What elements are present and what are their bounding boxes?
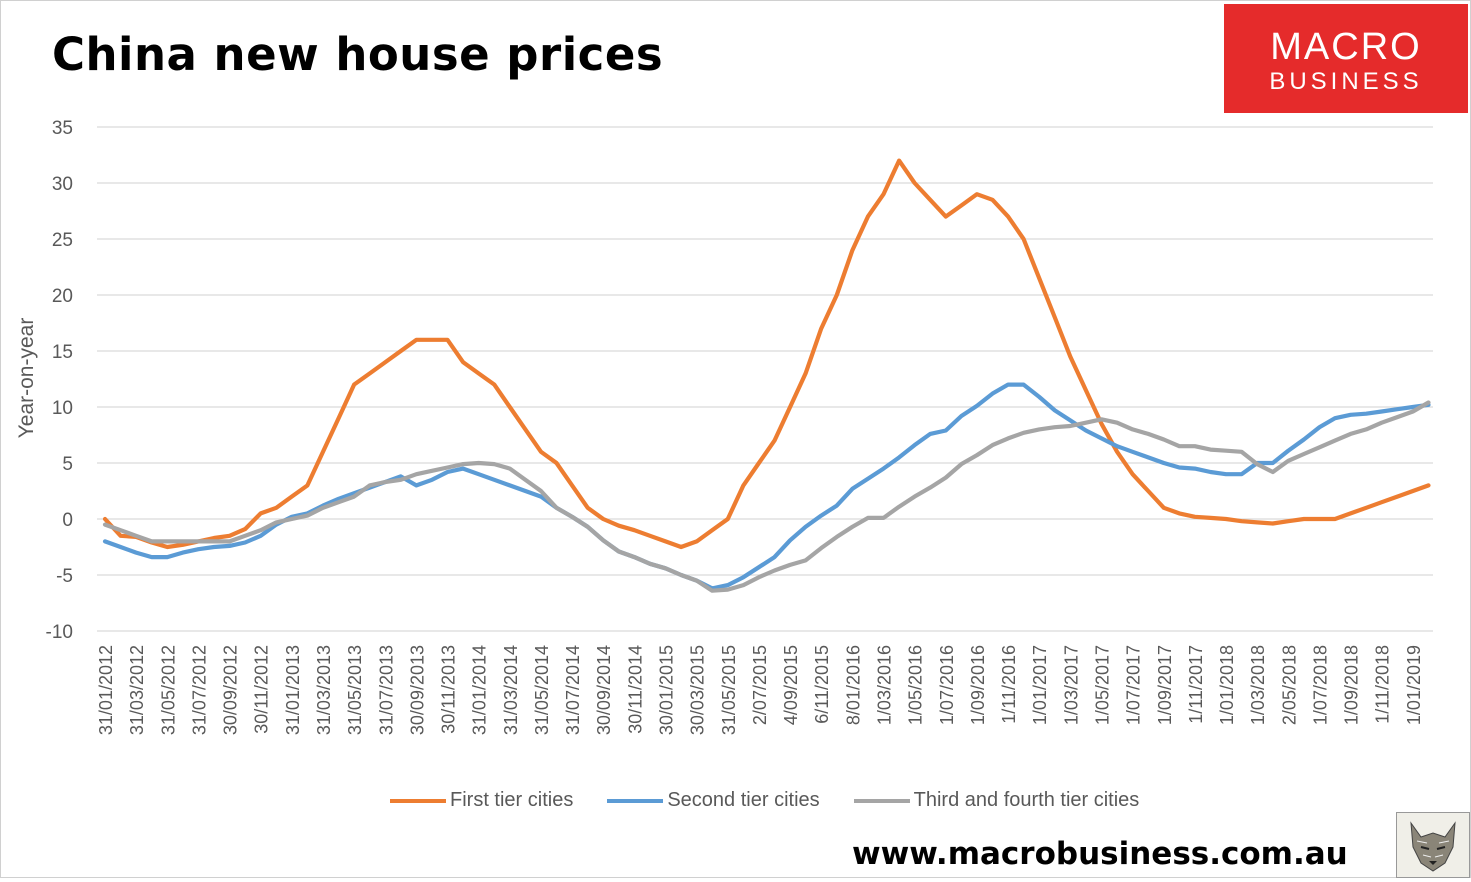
x-tick-label: 30/03/2015: [688, 645, 708, 735]
legend: First tier cities Second tier cities Third…: [390, 789, 1173, 812]
x-tick-label: 31/05/2012: [158, 645, 178, 735]
x-tick-label: 31/05/2015: [719, 645, 739, 735]
x-tick-label: 31/01/2012: [96, 645, 116, 735]
x-tick-label: 30/11/2012: [252, 645, 272, 734]
x-tick-label: 31/03/2014: [501, 645, 521, 735]
x-tick-label: 31/01/2014: [470, 645, 490, 735]
x-tick-label: 30/09/2014: [594, 645, 614, 735]
x-tick-label: 1/03/2017: [1061, 645, 1081, 725]
x-tick-label: 1/07/2017: [1124, 645, 1144, 725]
y-tick-label: 10: [52, 398, 73, 419]
x-tick-label: 1/07/2018: [1310, 645, 1330, 725]
series-line-2: [102, 382, 1431, 591]
wolf-logo-image: [1396, 812, 1470, 878]
y-tick-label: 15: [52, 342, 73, 363]
x-tick-label: 1/09/2018: [1342, 645, 1362, 725]
x-tick-label: 4/09/2015: [781, 645, 801, 725]
x-tick-label: 2/07/2015: [750, 645, 770, 725]
x-tick-label: 1/11/2016: [999, 645, 1019, 724]
y-tick-label: 0: [62, 510, 73, 531]
y-tick-label: -5: [56, 566, 73, 587]
legend-item: Third and fourth tier cities: [853, 789, 1140, 812]
x-tick-label: 8/01/2016: [843, 645, 863, 725]
x-tick-label: 30/11/2014: [625, 645, 645, 734]
x-tick-label: 1/01/2018: [1217, 645, 1237, 725]
legend-label: Third and fourth tier cities: [913, 789, 1140, 811]
y-tick-label: 20: [52, 286, 73, 307]
x-tick-label: 30/09/2012: [221, 645, 241, 735]
x-tick-label: 31/03/2013: [314, 645, 334, 735]
x-tick-label: 1/05/2016: [906, 645, 926, 725]
x-tick-label: 30/11/2013: [439, 645, 459, 734]
y-tick-label: 35: [52, 118, 73, 139]
x-tick-label: 1/05/2017: [1092, 645, 1112, 725]
legend-item: First tier cities: [390, 789, 573, 812]
y-tick-label: 30: [52, 174, 73, 195]
x-tick-label: 1/03/2018: [1248, 645, 1268, 725]
x-tick-label: 1/11/2017: [1186, 645, 1206, 724]
x-tick-label: 31/05/2013: [345, 645, 365, 735]
x-tick-label: 31/07/2012: [189, 645, 209, 735]
x-tick-label: 6/11/2015: [812, 645, 832, 724]
series-line-3: [102, 400, 1431, 593]
y-axis-label: Year-on-year: [15, 318, 38, 439]
series-line-1: [102, 158, 1431, 550]
x-tick-label: 1/09/2016: [968, 645, 988, 725]
y-tick-label: -10: [46, 622, 73, 643]
legend-label: Second tier cities: [667, 789, 820, 811]
x-tick-label: 31/01/2013: [283, 645, 303, 735]
x-tick-label: 1/01/2017: [1030, 645, 1050, 725]
legend-swatch: [607, 798, 664, 803]
legend-swatch: [390, 798, 446, 803]
macrobusiness-logo: MACRO BUSINESS: [1224, 4, 1468, 113]
x-tick-label: 2/05/2018: [1279, 645, 1299, 725]
x-tick-label: 1/03/2016: [875, 645, 895, 725]
wolf-icon: [1410, 821, 1456, 872]
logo-line-2: BUSINESS: [1269, 68, 1423, 95]
x-tick-label: 1/09/2017: [1155, 645, 1175, 725]
x-tick-label: 31/03/2012: [127, 645, 147, 735]
x-tick-label: 1/07/2016: [937, 645, 957, 725]
y-tick-label: 5: [62, 454, 73, 475]
x-tick-label: 1/11/2018: [1373, 645, 1393, 724]
legend-swatch: [853, 798, 910, 803]
x-tick-label: 31/05/2014: [532, 645, 552, 735]
x-tick-label: 30/01/2015: [657, 645, 677, 735]
website-url: www.macrobusiness.com.au: [852, 836, 1348, 872]
chart-title: China new house prices: [52, 28, 664, 81]
x-tick-label: 1/01/2019: [1404, 645, 1424, 725]
x-tick-label: 31/07/2014: [563, 645, 583, 735]
legend-label: First tier cities: [450, 789, 574, 811]
legend-item: Second tier cities: [607, 789, 820, 812]
x-tick-label: 30/09/2013: [407, 645, 427, 735]
y-tick-label: 25: [52, 230, 73, 251]
logo-line-1: MACRO: [1270, 26, 1422, 68]
x-tick-label: 31/07/2013: [376, 645, 396, 735]
